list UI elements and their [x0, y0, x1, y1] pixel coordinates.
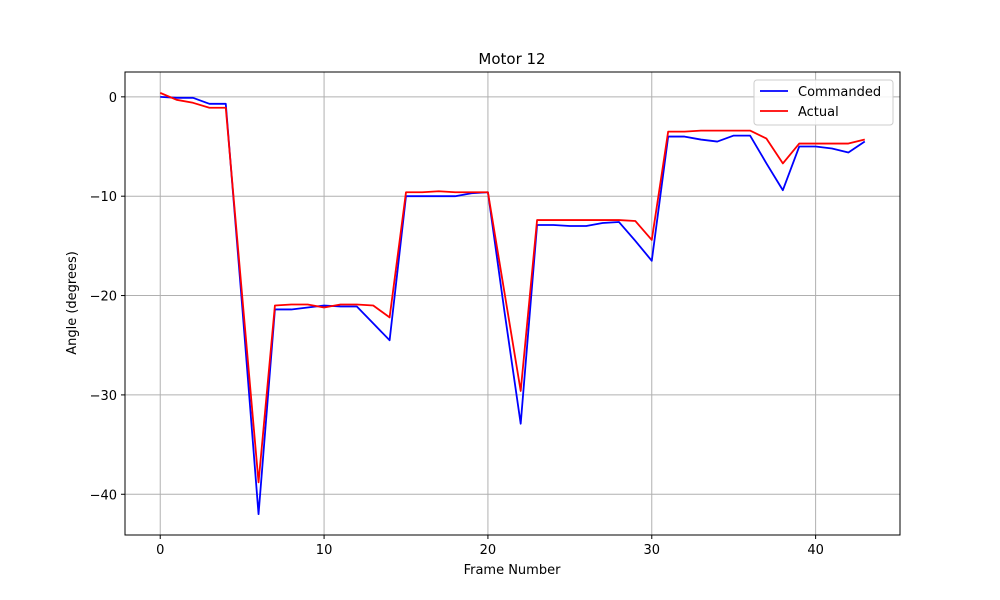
legend-label: Actual	[798, 105, 839, 120]
chart-title: Motor 12	[478, 50, 545, 68]
series-lines	[159, 92, 866, 516]
x-tick-label: 30	[643, 543, 660, 558]
legend: Commanded Actual	[753, 79, 894, 126]
x-axis-label: Frame Number	[464, 563, 562, 578]
x-tick-label: 20	[480, 543, 497, 558]
y-axis-label: Angle (degrees)	[65, 251, 80, 355]
series-line-actual	[159, 92, 865, 484]
y-ticks: 0 −10 −20 −30 −40	[90, 91, 125, 503]
legend-box	[753, 79, 894, 126]
y-tick-label: −40	[90, 488, 117, 503]
x-tick-label: 0	[156, 543, 164, 558]
y-tick-label: 0	[109, 91, 117, 106]
y-tick-label: −10	[90, 190, 117, 205]
x-tick-label: 10	[316, 543, 333, 558]
y-tick-label: −20	[90, 290, 117, 305]
y-tick-label: −30	[90, 389, 117, 404]
legend-label: Commanded	[798, 85, 881, 100]
x-ticks: 0 10 20 30 40	[156, 535, 824, 558]
x-tick-label: 40	[807, 543, 824, 558]
plot-frame	[124, 71, 901, 536]
grid-lines	[125, 72, 900, 535]
series-line-commanded	[160, 95, 866, 516]
